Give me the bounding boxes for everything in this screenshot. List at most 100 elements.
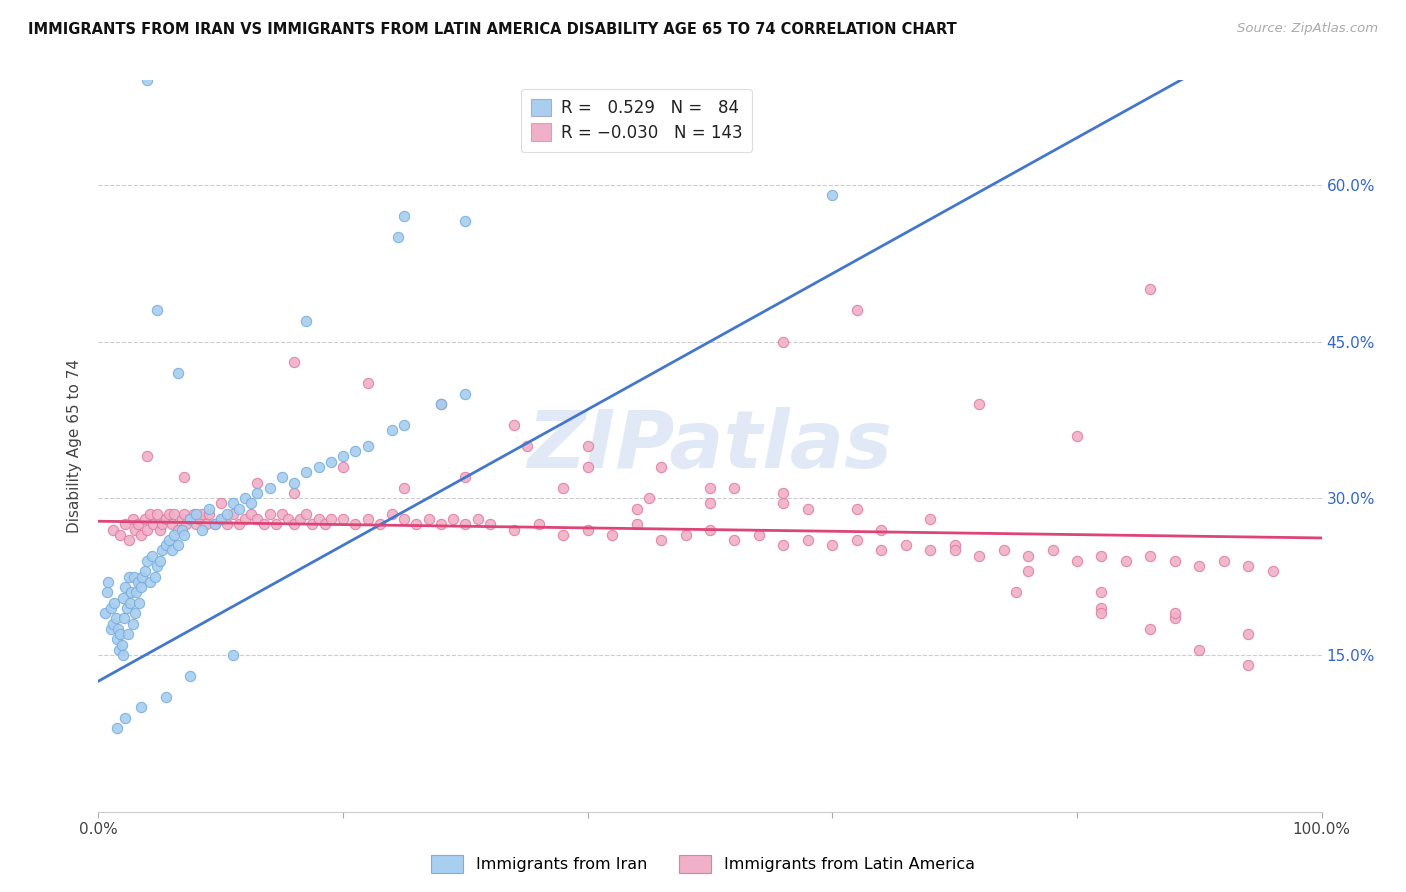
Point bbox=[270, 470, 294, 484]
Point bbox=[157, 507, 180, 521]
Point bbox=[127, 574, 149, 589]
Point bbox=[1042, 543, 1064, 558]
Point bbox=[104, 611, 127, 625]
Point bbox=[103, 596, 125, 610]
Point bbox=[527, 517, 550, 532]
Point bbox=[381, 507, 404, 521]
Point bbox=[252, 517, 274, 532]
Point bbox=[332, 459, 354, 474]
Point bbox=[259, 507, 281, 521]
Point bbox=[204, 517, 226, 532]
Point bbox=[118, 533, 141, 547]
Point bbox=[392, 481, 416, 495]
Point bbox=[553, 481, 575, 495]
Point bbox=[319, 455, 342, 469]
Point bbox=[797, 501, 820, 516]
Point bbox=[136, 450, 159, 464]
Point bbox=[356, 376, 378, 391]
Point bbox=[821, 188, 844, 202]
Point bbox=[173, 507, 195, 521]
Point bbox=[167, 366, 190, 380]
Point bbox=[943, 543, 966, 558]
Point bbox=[454, 214, 477, 228]
Point bbox=[209, 496, 232, 510]
Point bbox=[128, 596, 150, 610]
Point bbox=[173, 470, 195, 484]
Point bbox=[228, 501, 250, 516]
Legend: Immigrants from Iran, Immigrants from Latin America: Immigrants from Iran, Immigrants from La… bbox=[425, 848, 981, 880]
Point bbox=[197, 507, 219, 521]
Point bbox=[1164, 606, 1187, 620]
Point bbox=[332, 512, 354, 526]
Point bbox=[894, 538, 917, 552]
Point bbox=[228, 517, 250, 532]
Text: Source: ZipAtlas.com: Source: ZipAtlas.com bbox=[1237, 22, 1378, 36]
Point bbox=[1212, 554, 1234, 568]
Point bbox=[283, 475, 305, 490]
Point bbox=[179, 512, 201, 526]
Point bbox=[186, 507, 208, 521]
Point bbox=[392, 209, 416, 223]
Point bbox=[139, 507, 162, 521]
Point bbox=[430, 517, 453, 532]
Point bbox=[314, 517, 336, 532]
Point bbox=[111, 591, 134, 605]
Point bbox=[699, 481, 721, 495]
Point bbox=[1066, 554, 1088, 568]
Point bbox=[117, 627, 139, 641]
Point bbox=[1090, 585, 1112, 599]
Point bbox=[100, 622, 122, 636]
Point bbox=[920, 512, 942, 526]
Point bbox=[454, 470, 477, 484]
Point bbox=[845, 303, 868, 318]
Point bbox=[993, 543, 1015, 558]
Point bbox=[163, 507, 186, 521]
Point bbox=[821, 538, 844, 552]
Point bbox=[118, 569, 141, 583]
Point bbox=[105, 632, 128, 647]
Point bbox=[515, 439, 537, 453]
Point bbox=[183, 507, 205, 521]
Point bbox=[209, 512, 232, 526]
Point bbox=[141, 549, 163, 563]
Point bbox=[93, 606, 115, 620]
Point bbox=[748, 528, 770, 542]
Point bbox=[283, 486, 305, 500]
Text: ZIPatlas: ZIPatlas bbox=[527, 407, 893, 485]
Point bbox=[344, 517, 367, 532]
Point bbox=[368, 517, 391, 532]
Point bbox=[114, 517, 136, 532]
Point bbox=[163, 528, 186, 542]
Point bbox=[772, 496, 794, 510]
Point bbox=[301, 517, 323, 532]
Point bbox=[920, 543, 942, 558]
Point bbox=[120, 585, 142, 599]
Point bbox=[1066, 428, 1088, 442]
Point bbox=[105, 721, 128, 735]
Point bbox=[772, 538, 794, 552]
Point bbox=[209, 512, 232, 526]
Point bbox=[129, 700, 152, 714]
Point bbox=[233, 512, 256, 526]
Point bbox=[405, 517, 427, 532]
Point bbox=[967, 397, 990, 411]
Point bbox=[699, 496, 721, 510]
Point bbox=[149, 523, 172, 537]
Point bbox=[650, 533, 672, 547]
Point bbox=[170, 512, 193, 526]
Point bbox=[215, 517, 238, 532]
Point bbox=[1164, 554, 1187, 568]
Point bbox=[108, 642, 131, 657]
Point bbox=[131, 569, 153, 583]
Point bbox=[418, 512, 440, 526]
Point bbox=[870, 543, 893, 558]
Point bbox=[150, 517, 173, 532]
Point bbox=[1004, 585, 1026, 599]
Point bbox=[626, 501, 648, 516]
Point bbox=[97, 574, 120, 589]
Point bbox=[111, 648, 134, 662]
Point bbox=[136, 523, 159, 537]
Point bbox=[122, 569, 145, 583]
Point bbox=[222, 496, 245, 510]
Point bbox=[290, 512, 312, 526]
